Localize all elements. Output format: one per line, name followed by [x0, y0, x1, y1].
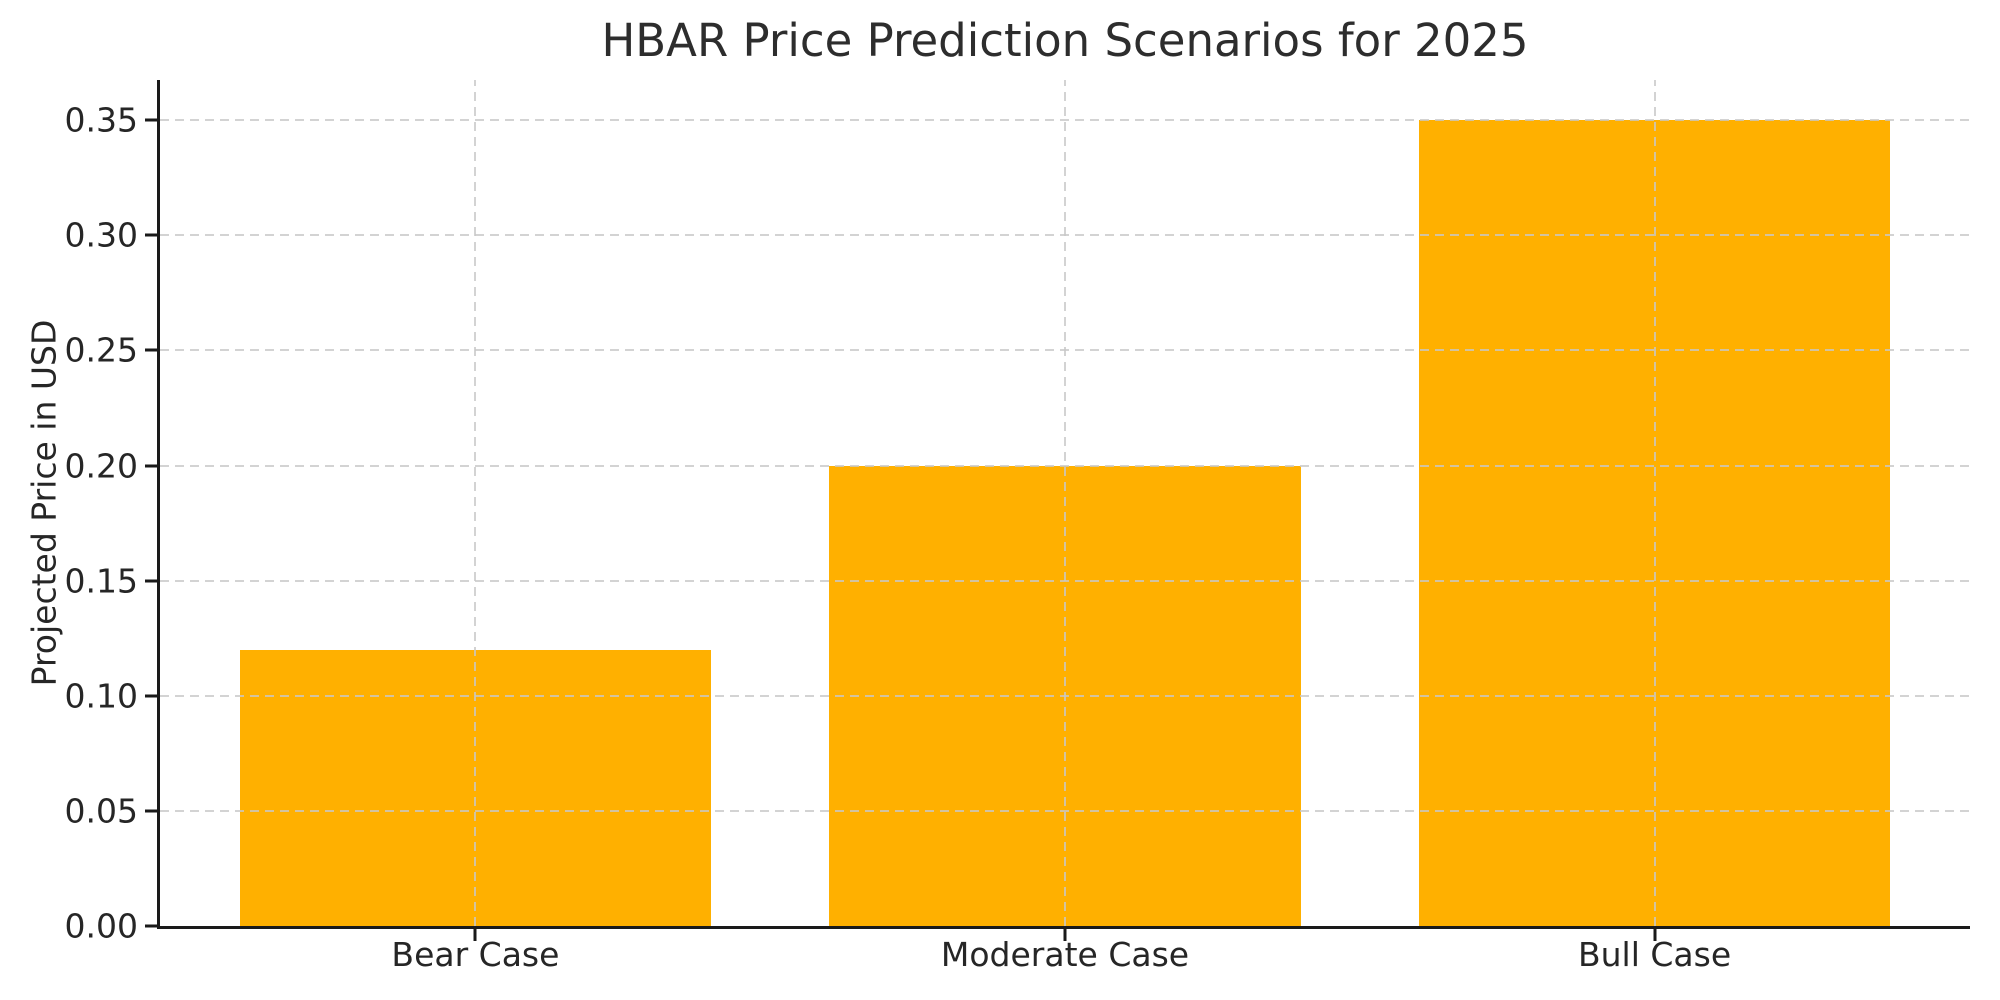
y-axis-label: Projected Price in USD: [24, 319, 64, 687]
x-axis-spine: [157, 926, 1970, 929]
y-axis-spine: [157, 80, 160, 929]
y-tick-label-0.20: 0.20: [64, 446, 138, 486]
y-tick-mark-0.35: [145, 118, 157, 122]
plot-area: 0.00 0.05 0.10 0.15 0.20 0.25 0.30 0.35 Bear Cas…: [65, 80, 1970, 971]
x-tick-label-bear-case: Bear Case: [391, 935, 560, 974]
y-tick-label-0.25: 0.25: [64, 330, 138, 370]
y-tick-mark-0.05: [145, 809, 157, 813]
y-tick-label-0.15: 0.15: [64, 561, 138, 601]
y-tick-mark-0.00: [145, 924, 157, 928]
v-gridline-bull-case: [1653, 80, 1656, 926]
y-tick-label-0.35: 0.35: [64, 100, 138, 140]
x-tick-label-bull-case: Bull Case: [1577, 935, 1732, 974]
x-tick-mark-bear-case: [473, 929, 477, 941]
chart-title: HBAR Price Prediction Scenarios for 2025: [601, 14, 1529, 67]
x-tick-mark-bull-case: [1653, 929, 1657, 941]
y-tick-mark-0.20: [145, 464, 157, 468]
y-tick-label-0.10: 0.10: [64, 676, 138, 716]
x-tick-label-moderate-case: Moderate Case: [940, 935, 1190, 974]
x-tick-mark-moderate-case: [1063, 929, 1067, 941]
v-gridline-moderate-case: [1064, 80, 1066, 926]
y-tick-mark-0.25: [145, 348, 157, 352]
y-tick-label-0.05: 0.05: [64, 791, 138, 831]
y-tick-label-0.00: 0.00: [64, 906, 138, 946]
y-tick-mark-0.15: [145, 579, 157, 583]
y-tick-mark-0.10: [145, 694, 157, 698]
y-tick-mark-0.30: [145, 233, 157, 237]
v-gridline-bear-case: [474, 80, 477, 926]
y-tick-label-0.30: 0.30: [64, 215, 138, 255]
